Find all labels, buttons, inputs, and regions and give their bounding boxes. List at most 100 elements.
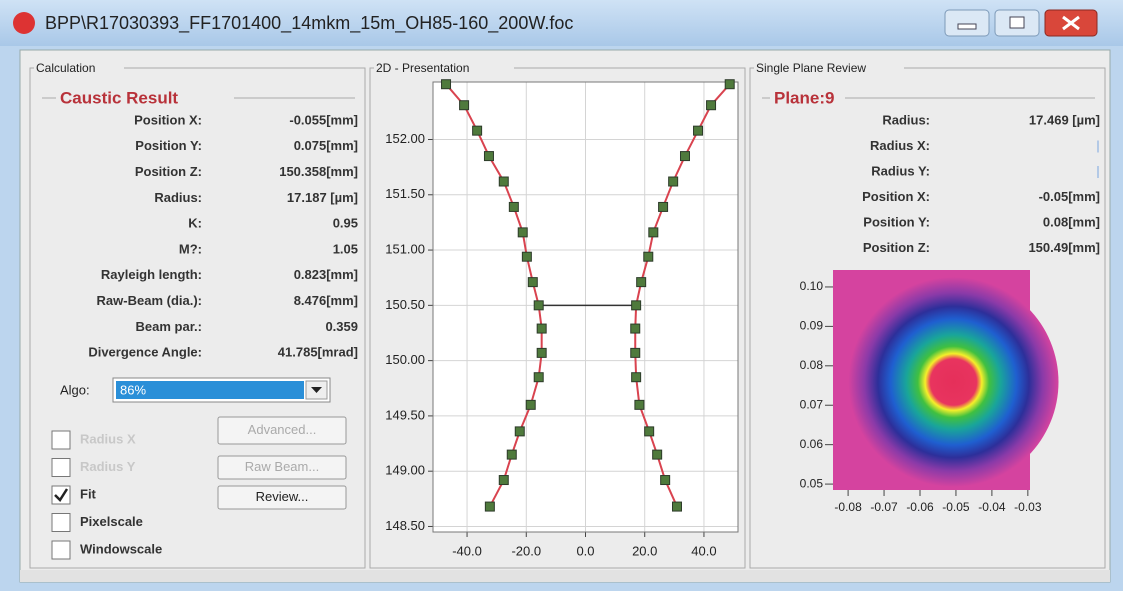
row-label: Beam par.:	[136, 319, 202, 334]
x-tick-label: -0.08	[834, 500, 862, 514]
data-point	[644, 252, 653, 261]
data-point	[537, 324, 546, 333]
data-point	[637, 278, 646, 287]
checkbox[interactable]	[52, 541, 70, 559]
data-point	[680, 152, 689, 161]
y-tick-label: 149.50	[385, 407, 425, 422]
x-tick-label: -20.0	[511, 543, 541, 558]
result-title: Caustic Result	[60, 88, 178, 107]
y-tick-label: 0.06	[800, 437, 824, 451]
minimize-icon	[958, 24, 976, 29]
plane-title: Plane:9	[774, 88, 834, 107]
data-point	[631, 324, 640, 333]
data-point	[632, 373, 641, 382]
data-point	[526, 400, 535, 409]
row-value: 17.187 [µm]	[287, 190, 358, 205]
data-point	[694, 126, 703, 135]
row-label: Divergence Angle:	[88, 345, 202, 360]
row-label: Position X:	[134, 112, 202, 127]
y-tick-label: 151.00	[385, 241, 425, 256]
app-window: BPP\R17030393_FF1701400_14mkm_15m_OH85-1…	[0, 0, 1123, 591]
data-point	[661, 476, 670, 485]
data-point	[534, 301, 543, 310]
row-value: 0.359	[325, 319, 358, 334]
x-tick-label: -0.07	[870, 500, 898, 514]
row-label: Position X:	[862, 189, 930, 204]
y-tick-label: 150.00	[385, 352, 425, 367]
checkbox[interactable]	[52, 514, 70, 532]
x-tick-label: -0.03	[1014, 500, 1042, 514]
row-label: Radius:	[882, 112, 930, 127]
checkbox-label: Radius Y	[80, 459, 136, 474]
row-value: 0.08[mm]	[1043, 214, 1100, 229]
status-strip	[20, 570, 1110, 582]
checkbox-label: Windowscale	[80, 541, 162, 556]
button-label: Review...	[256, 489, 309, 504]
row-label: Rayleigh length:	[101, 267, 202, 282]
data-point	[534, 373, 543, 382]
checkbox	[52, 459, 70, 477]
algo-label: Algo:	[60, 382, 90, 397]
y-tick-label: 0.05	[800, 476, 824, 490]
y-tick-label: 0.10	[800, 279, 824, 293]
row-value: 1.05	[333, 241, 358, 256]
data-point	[649, 228, 658, 237]
data-point	[473, 126, 482, 135]
data-point	[522, 252, 531, 261]
data-point	[635, 400, 644, 409]
y-tick-label: 151.50	[385, 186, 425, 201]
x-tick-label: 0.0	[576, 543, 594, 558]
row-label: Position Z:	[863, 240, 930, 255]
data-point	[645, 427, 654, 436]
row-value: 0.95	[333, 216, 358, 231]
data-point	[707, 101, 716, 110]
data-point	[507, 450, 516, 459]
data-point	[537, 348, 546, 357]
y-tick-label: 149.00	[385, 463, 425, 478]
checkbox	[52, 431, 70, 449]
x-tick-label: -40.0	[452, 543, 482, 558]
data-point	[659, 202, 668, 211]
data-point	[631, 348, 640, 357]
data-point	[653, 450, 662, 459]
row-label: Raw-Beam (dia.):	[97, 293, 202, 308]
algo-value: 86%	[120, 382, 146, 397]
row-value: 17.469 [µm]	[1029, 112, 1100, 127]
checkbox-label: Fit	[80, 486, 97, 501]
row-value: -0.055[mm]	[289, 112, 358, 127]
x-tick-label: 20.0	[632, 543, 657, 558]
group-title: Calculation	[36, 61, 95, 75]
checkbox[interactable]	[52, 486, 70, 504]
x-tick-label: -0.05	[942, 500, 970, 514]
data-point	[673, 502, 682, 511]
row-value: 150.358[mm]	[279, 164, 358, 179]
data-point	[442, 80, 451, 89]
data-point	[460, 101, 469, 110]
button-label: Raw Beam...	[245, 459, 319, 474]
row-value: 0.075[mm]	[294, 138, 358, 153]
row-value: -0.05[mm]	[1039, 189, 1100, 204]
data-point	[509, 202, 518, 211]
y-tick-label: 152.00	[385, 131, 425, 146]
data-point	[515, 427, 524, 436]
data-point	[632, 301, 641, 310]
data-point	[499, 177, 508, 186]
minimize-button[interactable]	[945, 10, 989, 36]
y-tick-label: 150.50	[385, 297, 425, 312]
row-value: 41.785[mrad]	[278, 345, 358, 360]
button-label: Advanced...	[248, 422, 317, 437]
checkbox-label: Pixelscale	[80, 514, 143, 529]
row-label: Position Y:	[135, 138, 202, 153]
row-value: 150.49[mm]	[1028, 240, 1100, 255]
row-label: K:	[188, 216, 202, 231]
x-tick-label: 40.0	[691, 543, 716, 558]
x-tick-label: -0.06	[906, 500, 934, 514]
x-tick-label: -0.04	[978, 500, 1006, 514]
beam-profile	[849, 277, 1059, 487]
data-point	[485, 502, 494, 511]
row-label: Radius Y:	[871, 163, 930, 178]
row-label: Radius:	[154, 190, 202, 205]
row-label: M?:	[179, 241, 202, 256]
data-point	[484, 152, 493, 161]
data-point	[669, 177, 678, 186]
